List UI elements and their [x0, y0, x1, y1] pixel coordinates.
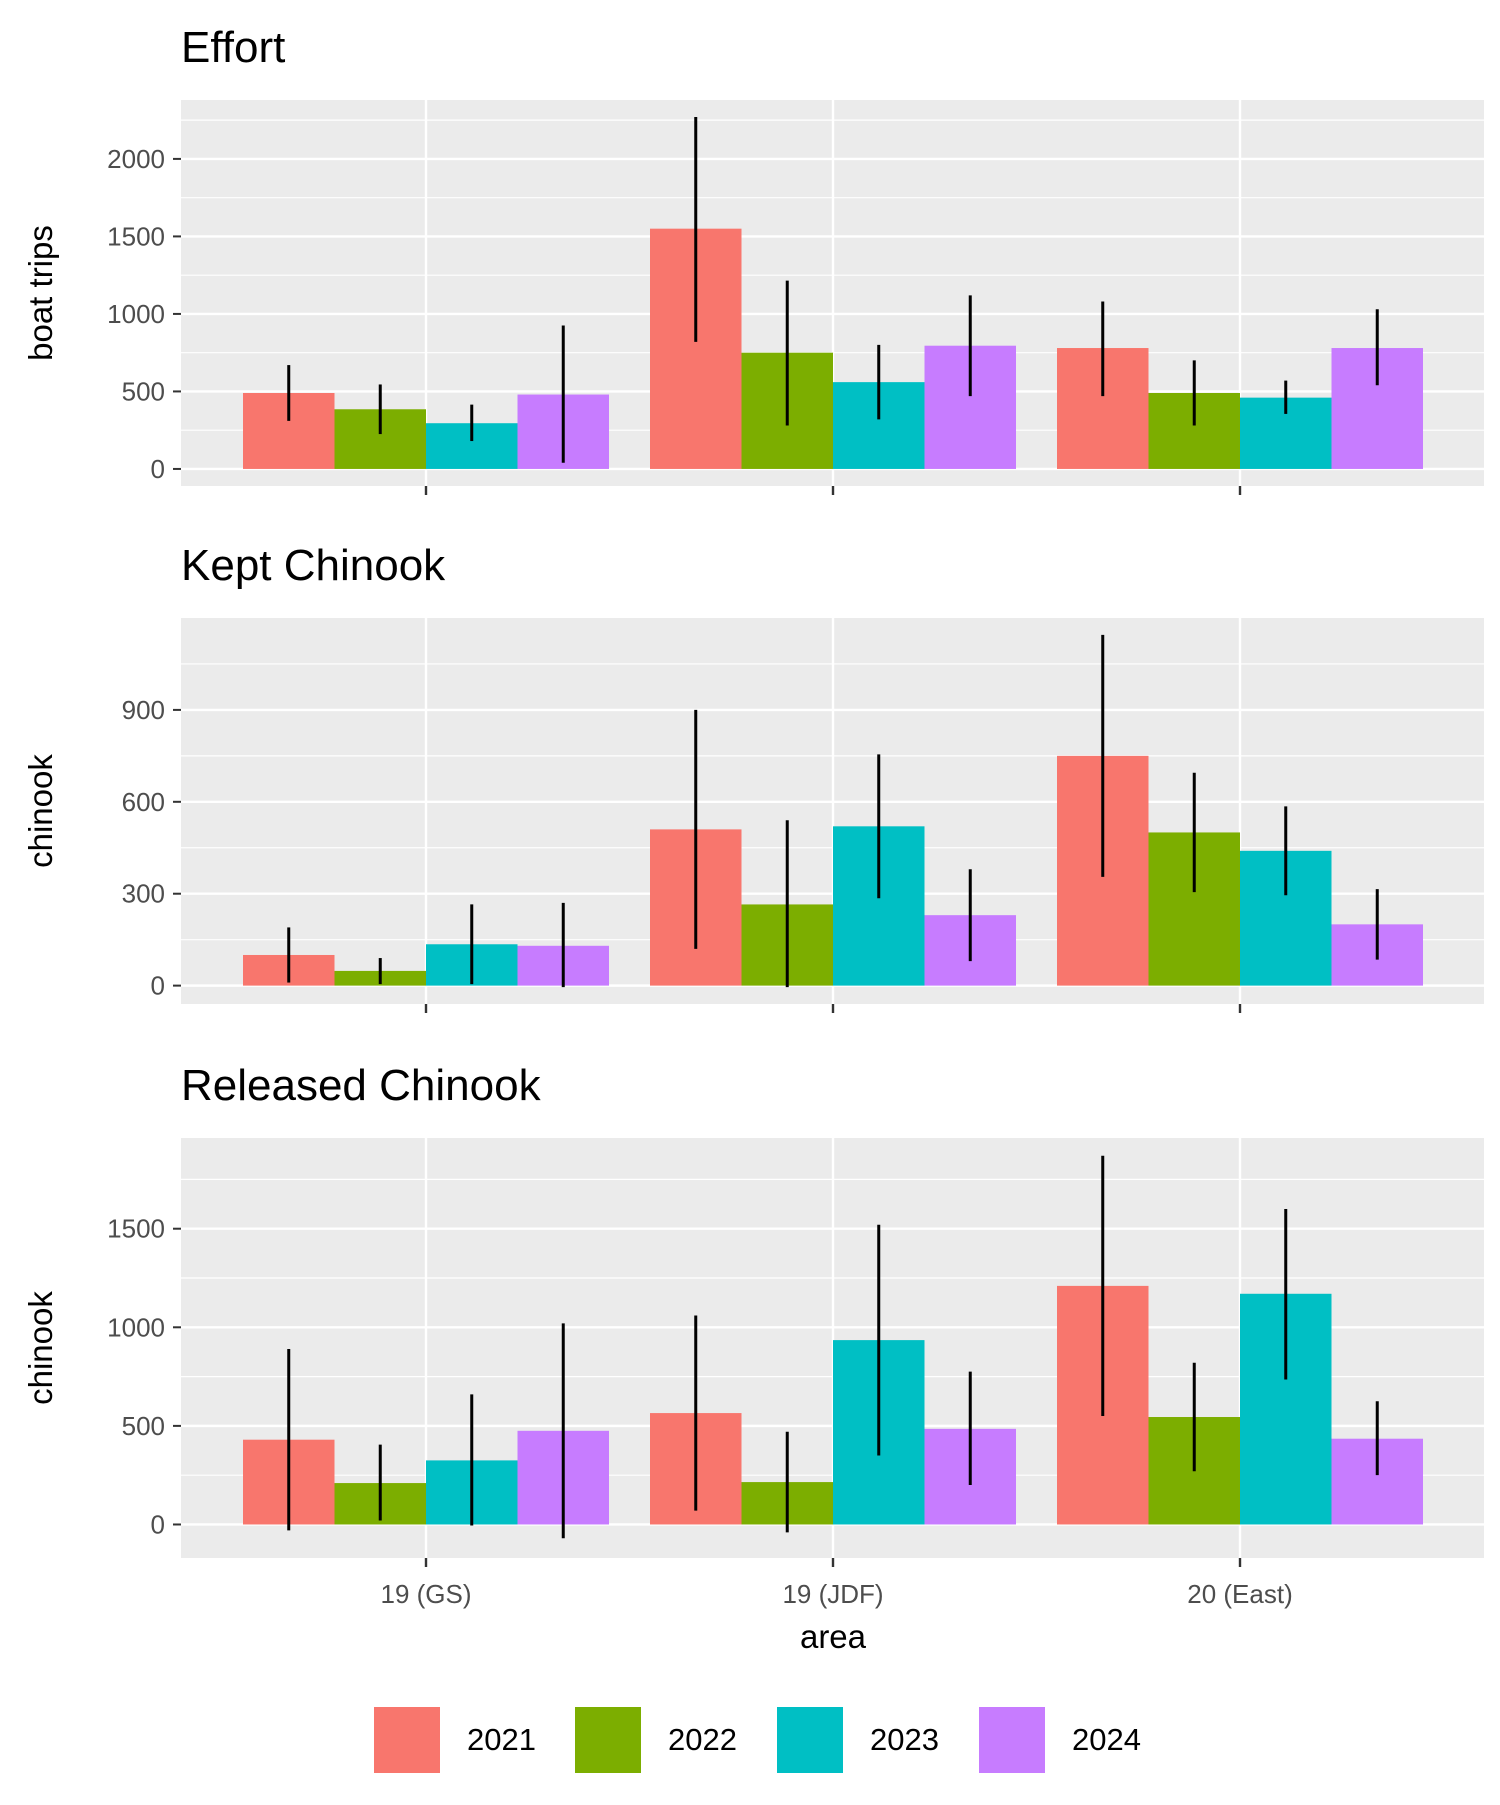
y-tick-label: 500 [122, 1411, 165, 1441]
legend-label: 2022 [668, 1722, 737, 1757]
legend-item: 2024 [979, 1707, 1141, 1773]
y-tick-label: 300 [122, 879, 165, 909]
y-tick-label: 2000 [107, 144, 165, 174]
y-tick-label: 1000 [107, 1312, 165, 1342]
y-axis-label: chinook [22, 1291, 59, 1405]
y-tick-label: 1500 [107, 1214, 165, 1244]
x-tick-label: 20 (East) [1187, 1579, 1293, 1609]
legend-item: 2021 [374, 1707, 536, 1773]
panel-3: 0 500 1000 1500 19 (GS) 19 (JDF) 20 (East) Rele… [22, 1061, 1484, 1655]
legend-label: 2021 [467, 1722, 536, 1757]
y-tick-label: 500 [122, 376, 165, 406]
y-tick-label: 0 [151, 454, 165, 484]
x-tick-label: 19 (GS) [380, 1579, 471, 1609]
y-axis-label: chinook [22, 754, 59, 868]
legend-item: 2022 [575, 1707, 737, 1773]
panel-title: Effort [181, 23, 285, 72]
y-tick-label: 600 [122, 787, 165, 817]
y-tick-label: 1500 [107, 221, 165, 251]
legend-label: 2024 [1072, 1722, 1141, 1757]
y-tick-label: 0 [151, 971, 165, 1001]
legend-item: 2023 [777, 1707, 939, 1773]
legend-key [979, 1707, 1045, 1773]
panel-title: Released Chinook [181, 1061, 542, 1110]
panel-1: 0 500 1000 1500 2000 Effort boat trips [22, 23, 1484, 495]
x-tick-label: 19 (JDF) [782, 1579, 883, 1609]
legend-label: 2023 [870, 1722, 939, 1757]
legend-key [374, 1707, 440, 1773]
x-axis-label: area [800, 1618, 867, 1655]
legend: 2021 2022 2023 2024 [374, 1707, 1141, 1773]
legend-key [777, 1707, 843, 1773]
panel-title: Kept Chinook [181, 541, 446, 590]
y-axis-label: boat trips [22, 225, 59, 361]
y-tick-label: 1000 [107, 299, 165, 329]
y-tick-label: 0 [151, 1509, 165, 1539]
panel-2: 0 300 600 900 Kept Chinook chinook [22, 541, 1484, 1013]
y-tick-label: 900 [122, 695, 165, 725]
legend-key [575, 1707, 641, 1773]
